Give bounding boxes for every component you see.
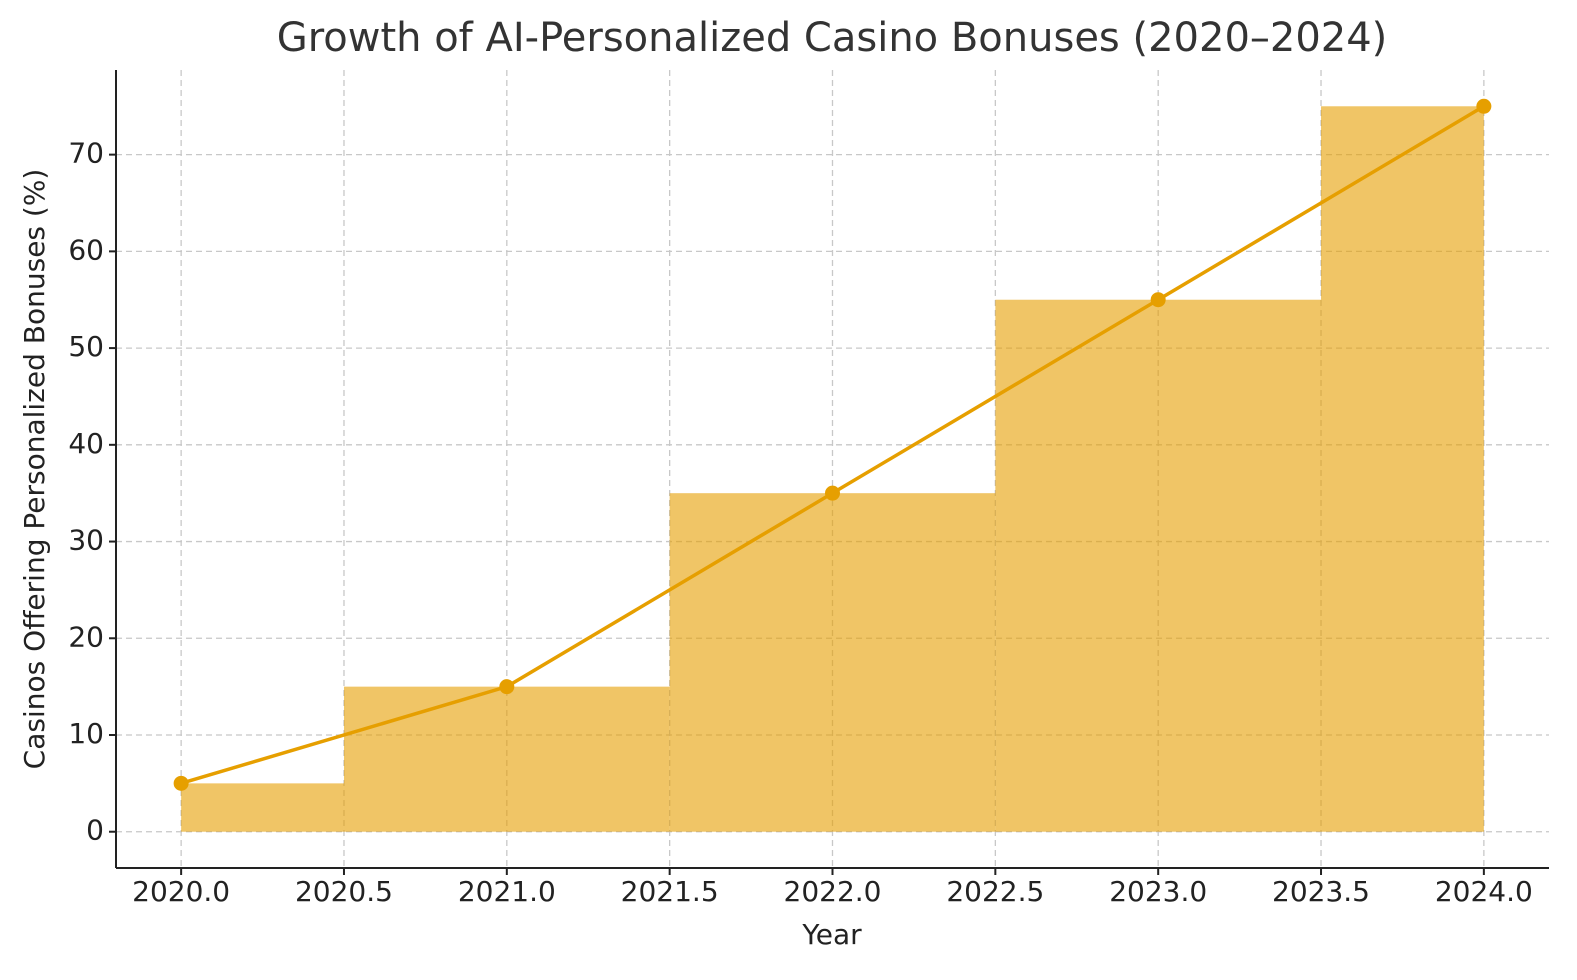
x-tick-label: 2023.0 <box>1109 875 1207 908</box>
x-tick-label: 2024.0 <box>1435 875 1533 908</box>
x-tick-label: 2020.5 <box>295 875 393 908</box>
step-fill <box>343 686 670 832</box>
marker <box>173 775 189 791</box>
x-tick-label: 2021.5 <box>621 875 719 908</box>
x-tick-label: 2021.0 <box>458 875 556 908</box>
marker <box>1150 292 1166 308</box>
x-tick-label: 2020.0 <box>132 875 230 908</box>
y-tick-label: 60 <box>68 233 104 266</box>
y-tick-label: 20 <box>68 620 104 653</box>
x-axis-label: Year <box>801 918 862 951</box>
y-axis-label: Casinos Offering Personalized Bonuses (%… <box>18 169 51 770</box>
x-tick-label: 2022.5 <box>946 875 1044 908</box>
chart-title: Growth of AI-Personalized Casino Bonuses… <box>277 15 1388 61</box>
x-tick-label: 2023.5 <box>1272 875 1370 908</box>
marker <box>499 679 515 695</box>
y-tick-label: 70 <box>68 137 104 170</box>
y-tick-label: 50 <box>68 330 104 363</box>
step-fill <box>669 493 996 832</box>
y-tick-label: 0 <box>86 814 104 847</box>
y-tick-label: 10 <box>68 717 104 750</box>
marker <box>1476 98 1492 114</box>
y-tick-label: 40 <box>68 427 104 460</box>
x-tick-label: 2022.0 <box>784 875 882 908</box>
step-fill <box>181 783 344 832</box>
marker <box>825 485 840 501</box>
step-fill <box>995 299 1322 832</box>
y-tick-label: 30 <box>68 524 104 557</box>
step-fill <box>1321 106 1484 832</box>
